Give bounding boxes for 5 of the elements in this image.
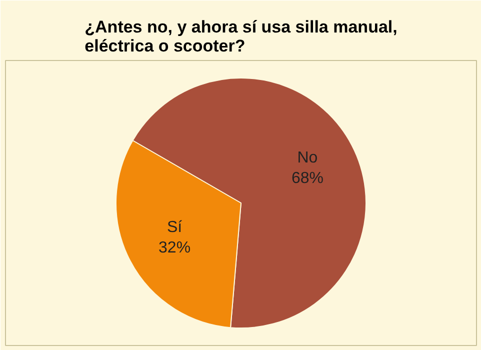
data-label: 32%	[158, 239, 191, 256]
slice-label: No	[297, 150, 318, 167]
slice-label: Sí	[166, 219, 183, 236]
chart-title: ¿Antes no, y ahora sí usa silla manual, eléctrica o scooter?	[84, 18, 398, 56]
data-label: 68%	[291, 170, 324, 187]
